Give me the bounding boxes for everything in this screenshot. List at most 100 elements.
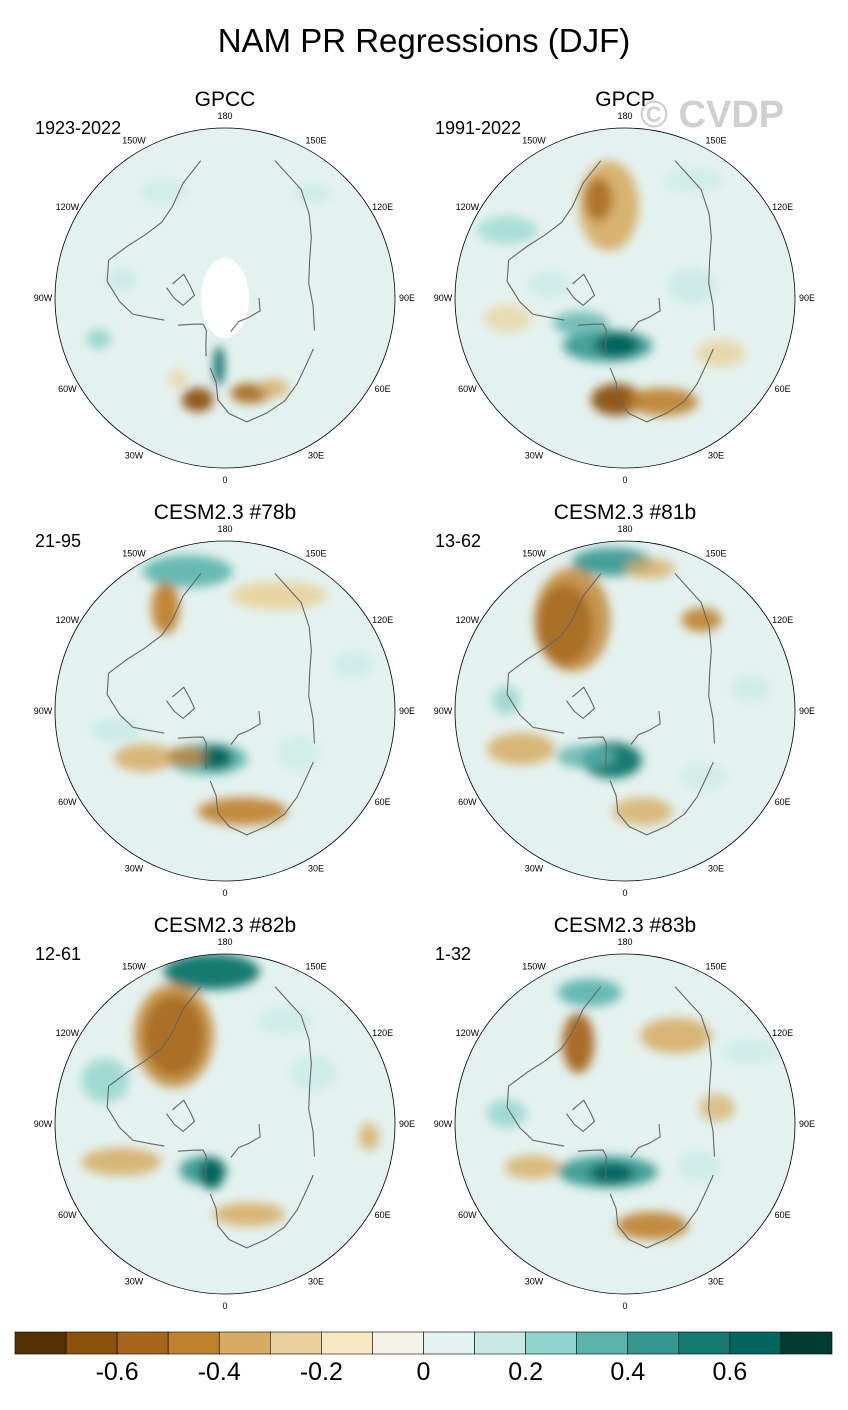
anomaly-blob	[256, 1006, 313, 1035]
longitude-label: 90E	[399, 293, 415, 303]
coastline	[674, 986, 716, 1157]
map-panel-cesm-78b: CESM2.3 #78b 21-95 180 0 150W 120W 90W 60W 30W…	[25, 501, 445, 901]
longitude-label: 120E	[372, 1028, 393, 1038]
coastlines	[506, 160, 716, 423]
coastline	[674, 160, 716, 331]
anomaly-blob	[168, 368, 189, 389]
longitude-label: 120W	[56, 1028, 80, 1038]
longitude-label: 150E	[705, 135, 726, 145]
anomaly-blob	[276, 735, 321, 772]
anomaly-blob	[114, 743, 175, 772]
panel-period: 1923-2022	[35, 118, 122, 138]
longitude-label: 120W	[456, 202, 480, 212]
anomaly-blob	[86, 328, 111, 349]
longitude-label: 120E	[772, 1028, 793, 1038]
coastline	[577, 736, 607, 770]
polar-map: 180 0 150W 120W 90W 60W 30W 150E 120E 90E 60E 30E	[434, 111, 815, 485]
anomaly-blob	[730, 674, 771, 703]
longitude-label: 90E	[799, 1119, 815, 1129]
anomaly-blob	[81, 1058, 130, 1103]
anomaly-blob	[486, 1099, 527, 1128]
longitude-label: 30W	[125, 1277, 144, 1287]
longitude-label: 90E	[399, 706, 415, 716]
longitude-label: 60W	[458, 384, 477, 394]
longitude-label: 150W	[122, 135, 146, 145]
longitude-label: 90W	[434, 706, 453, 716]
longitude-label: 120E	[372, 615, 393, 625]
coastlines	[106, 160, 316, 423]
anomaly-blob	[142, 555, 233, 588]
coastline	[230, 297, 261, 332]
longitude-label: 30W	[125, 451, 144, 461]
longitude-label: 90W	[434, 293, 453, 303]
coastline	[274, 986, 316, 1157]
coastline	[609, 348, 714, 423]
longitude-label: 150E	[705, 548, 726, 558]
anomaly-blob	[552, 311, 609, 336]
longitude-label: 150W	[122, 548, 146, 558]
longitude-label: 60E	[375, 1210, 391, 1220]
anomaly-blob	[589, 1163, 634, 1184]
field-layer	[55, 128, 395, 468]
longitude-label: 60E	[775, 1210, 791, 1220]
longitude-label: 120W	[56, 202, 80, 212]
missing-data-region	[200, 258, 249, 339]
colorbar-tick-label: 0.6	[712, 1358, 747, 1386]
colorbar-swatch	[474, 1331, 526, 1355]
longitude-label: 90W	[34, 293, 53, 303]
map-panel-gpcp: GPCP 1991-2022 180 0 150W 120W 90W 60W 30W 150E…	[425, 88, 845, 488]
colorbar-swatch	[167, 1331, 220, 1355]
coastline	[165, 1099, 196, 1133]
coastlines	[106, 986, 316, 1249]
polar-map: 180 0 150W 120W 90W 60W 30W 150E 120E 90E 60E 30E	[434, 524, 815, 898]
longitude-label: 180	[617, 111, 632, 121]
anomaly-blob	[627, 387, 698, 416]
anomaly-blob	[181, 387, 214, 412]
longitude-label: 30W	[525, 864, 544, 874]
longitude-label: 150E	[305, 548, 326, 558]
colorbar-swatch	[576, 1331, 629, 1355]
longitude-label: 150W	[522, 548, 546, 558]
anomaly-blob	[230, 581, 327, 610]
figure-title: NAM PR Regressions (DJF)	[217, 22, 631, 59]
longitude-label: 0	[222, 888, 227, 898]
coastlines	[506, 573, 716, 836]
anomaly-blob	[199, 1157, 224, 1190]
map-panel-gpcc: GPCC 1923-2022 180 0 150W 120W 90W 60W 30W 150E…	[25, 88, 445, 488]
longitude-label: 30E	[308, 451, 324, 461]
longitude-label: 120W	[456, 1028, 480, 1038]
anomaly-blob	[699, 1093, 736, 1122]
coastline	[209, 1174, 314, 1249]
anomaly-blob	[292, 183, 333, 204]
polar-map: 180 0 150W 120W 90W 60W 30W 150E 120E 90E 60E 30E	[34, 111, 415, 485]
anomaly-blob	[106, 267, 137, 292]
panel-title: GPCP	[595, 88, 655, 111]
coastline	[506, 573, 602, 734]
coastline	[106, 573, 202, 734]
panel-title: CESM2.3 #83b	[553, 914, 697, 937]
coastlines	[506, 986, 716, 1249]
anomaly-blob	[289, 1055, 338, 1091]
longitude-label: 120E	[772, 615, 793, 625]
anomaly-blob	[681, 607, 722, 632]
longitude-label: 30E	[708, 864, 724, 874]
anomaly-blob	[527, 270, 572, 299]
field-layer	[455, 128, 795, 468]
colorbar-swatch	[321, 1331, 373, 1355]
coastline	[565, 1099, 596, 1133]
panel-title: CESM2.3 #82b	[153, 914, 297, 937]
anomaly-blob	[213, 1202, 286, 1227]
longitude-label: 180	[217, 937, 232, 947]
colorbar-swatch	[116, 1331, 169, 1355]
map-boundary	[54, 953, 396, 1295]
longitude-label: 30E	[708, 1277, 724, 1287]
anomaly-blob	[81, 1147, 162, 1176]
longitude-label: 180	[617, 524, 632, 534]
map-boundary	[54, 127, 396, 469]
longitude-label: 90W	[434, 1119, 453, 1129]
longitude-label: 180	[617, 937, 632, 947]
longitude-label: 150W	[522, 961, 546, 971]
longitude-label: 90E	[799, 706, 815, 716]
map-boundary	[454, 127, 796, 469]
anomaly-blob	[696, 339, 745, 368]
